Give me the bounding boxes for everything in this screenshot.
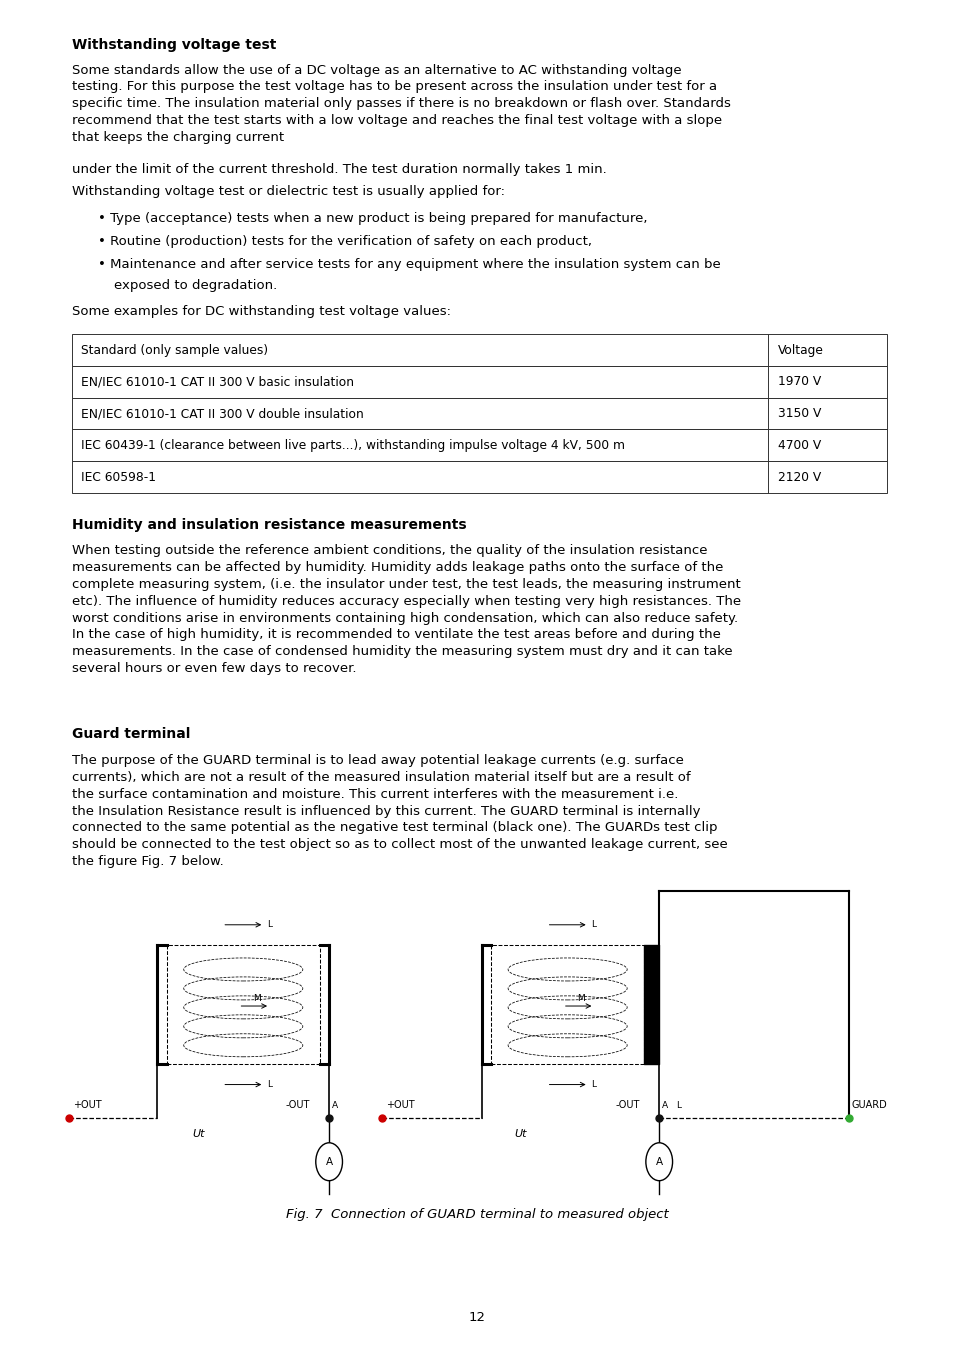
Text: +OUT: +OUT: [73, 1101, 102, 1110]
Text: Standard (only sample values): Standard (only sample values): [81, 344, 268, 357]
Text: EN/IEC 61010-1 CAT II 300 V double insulation: EN/IEC 61010-1 CAT II 300 V double insul…: [81, 408, 363, 420]
Text: 1970 V: 1970 V: [777, 375, 820, 389]
Text: • Routine (production) tests for the verification of safety on each product,: • Routine (production) tests for the ver…: [98, 236, 592, 248]
Text: Some standards allow the use of a DC voltage as an alternative to AC withstandin: Some standards allow the use of a DC vol…: [71, 64, 730, 144]
Text: 4700 V: 4700 V: [777, 439, 820, 452]
Circle shape: [315, 1143, 342, 1181]
Text: A: A: [655, 1156, 662, 1167]
Text: M: M: [253, 994, 260, 1003]
Text: Guard terminal: Guard terminal: [71, 727, 190, 741]
Text: When testing outside the reference ambient conditions, the quality of the insula: When testing outside the reference ambie…: [71, 544, 740, 674]
Text: • Type (acceptance) tests when a new product is being prepared for manufacture,: • Type (acceptance) tests when a new pro…: [98, 211, 647, 225]
Text: Ut: Ut: [514, 1129, 526, 1139]
Text: GUARD: GUARD: [851, 1101, 886, 1110]
Text: Humidity and insulation resistance measurements: Humidity and insulation resistance measu…: [71, 517, 466, 532]
Text: M: M: [577, 994, 584, 1003]
Text: Ut: Ut: [193, 1129, 205, 1139]
Text: IEC 60439-1 (clearance between live parts...), withstanding impulse voltage 4 kV: IEC 60439-1 (clearance between live part…: [81, 439, 624, 452]
Text: L: L: [267, 1080, 272, 1089]
Text: L: L: [591, 921, 596, 929]
Text: 2120 V: 2120 V: [777, 470, 820, 483]
Text: exposed to degradation.: exposed to degradation.: [113, 279, 276, 292]
Text: L: L: [267, 921, 272, 929]
Text: A: A: [332, 1101, 337, 1110]
Text: -OUT: -OUT: [615, 1101, 639, 1110]
Text: Some examples for DC withstanding test voltage values:: Some examples for DC withstanding test v…: [71, 305, 450, 318]
Text: L: L: [591, 1080, 596, 1089]
Text: -OUT: -OUT: [285, 1101, 310, 1110]
Text: Withstanding voltage test: Withstanding voltage test: [71, 38, 275, 51]
Circle shape: [645, 1143, 672, 1181]
Text: Withstanding voltage test or dielectric test is usually applied for:: Withstanding voltage test or dielectric …: [71, 185, 504, 199]
Text: The purpose of the GUARD terminal is to lead away potential leakage currents (e.: The purpose of the GUARD terminal is to …: [71, 754, 726, 868]
Text: 3150 V: 3150 V: [777, 408, 820, 420]
Text: 12: 12: [468, 1311, 485, 1324]
Text: L: L: [676, 1101, 680, 1110]
Text: Voltage: Voltage: [777, 344, 822, 357]
Text: IEC 60598-1: IEC 60598-1: [81, 470, 156, 483]
Text: +OUT: +OUT: [386, 1101, 415, 1110]
Text: • Maintenance and after service tests for any equipment where the insulation sys: • Maintenance and after service tests fo…: [98, 257, 720, 271]
Text: EN/IEC 61010-1 CAT II 300 V basic insulation: EN/IEC 61010-1 CAT II 300 V basic insula…: [81, 375, 354, 389]
Text: Fig. 7  Connection of GUARD terminal to measured object: Fig. 7 Connection of GUARD terminal to m…: [285, 1208, 668, 1221]
Text: A: A: [325, 1156, 333, 1167]
Text: A: A: [661, 1101, 667, 1110]
Text: under the limit of the current threshold. The test duration normally takes 1 min: under the limit of the current threshold…: [71, 164, 606, 176]
